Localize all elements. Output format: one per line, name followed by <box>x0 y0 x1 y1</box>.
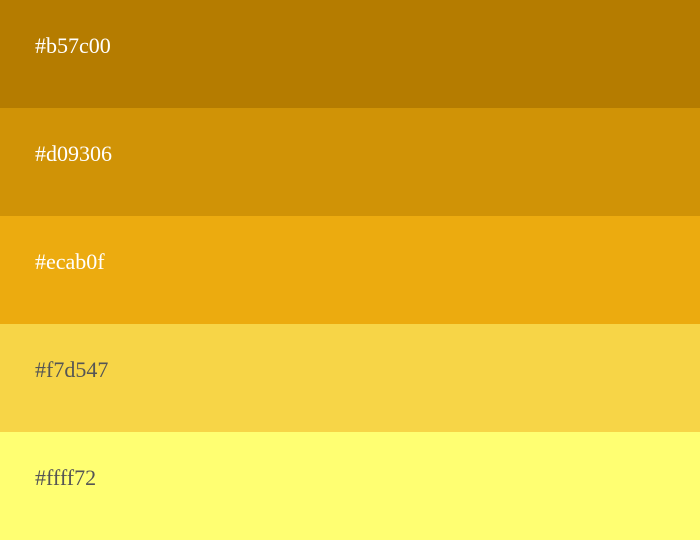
swatch-hex-label: #d09306 <box>35 141 112 166</box>
color-swatch-5[interactable]: #ffff72 <box>0 432 700 540</box>
color-swatch-3[interactable]: #ecab0f <box>0 216 700 324</box>
color-swatch-2[interactable]: #d09306 <box>0 108 700 216</box>
swatch-hex-label: #ffff72 <box>35 465 97 490</box>
swatch-hex-label: #b57c00 <box>35 33 111 58</box>
color-swatch-1[interactable]: #b57c00 <box>0 0 700 108</box>
color-swatch-4[interactable]: #f7d547 <box>0 324 700 432</box>
swatch-hex-label: #f7d547 <box>35 357 109 382</box>
swatch-hex-label: #ecab0f <box>35 249 105 274</box>
